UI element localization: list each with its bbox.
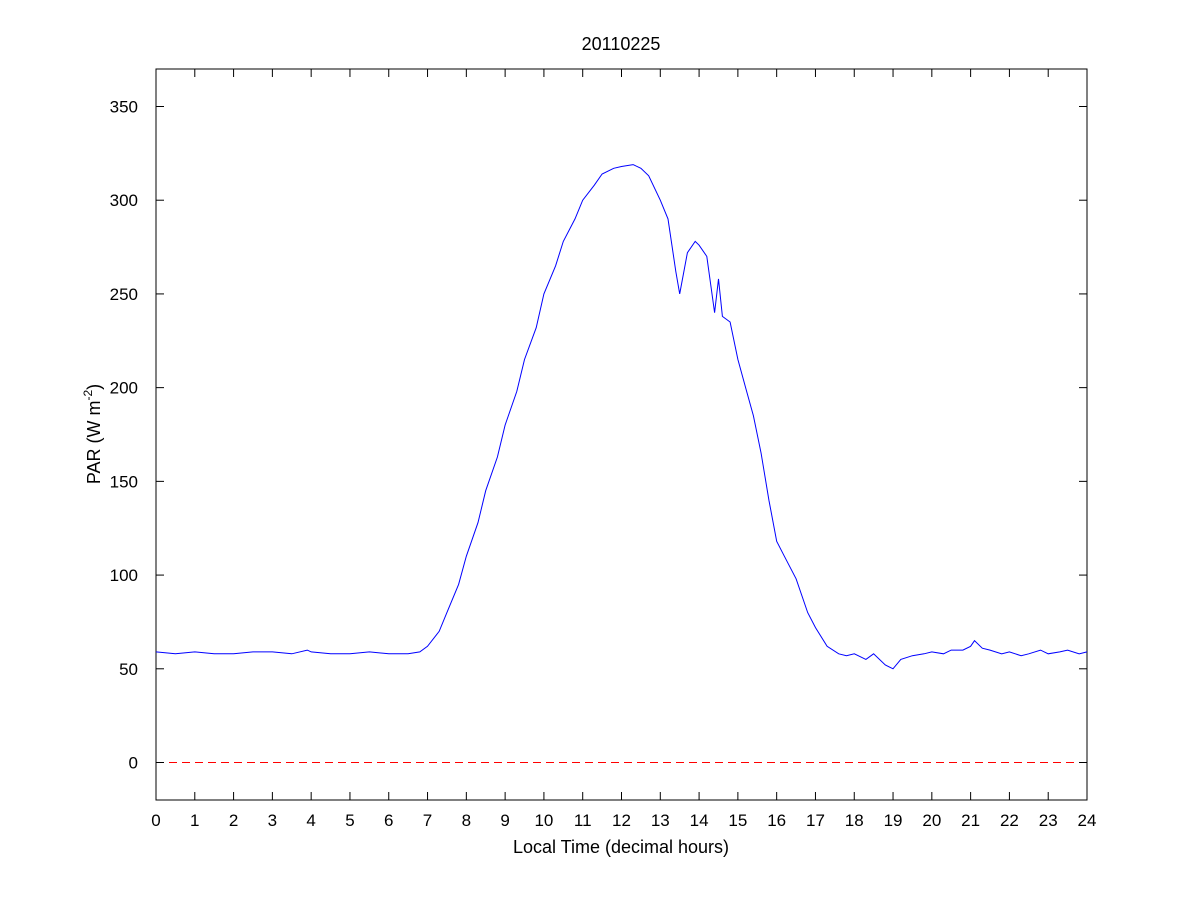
x-tick-label: 17 — [806, 811, 825, 830]
x-tick-label: 4 — [306, 811, 315, 830]
x-tick-label: 0 — [151, 811, 160, 830]
series-line-0 — [155, 164, 1088, 670]
x-tick-label: 5 — [345, 811, 354, 830]
y-tick-label: 350 — [110, 97, 138, 116]
y-tick-label: 250 — [110, 285, 138, 304]
y-axis-label-superscript: -2 — [81, 390, 95, 401]
x-tick-label: 13 — [651, 811, 670, 830]
y-tick-label: 150 — [110, 472, 138, 491]
y-axis-label-close: ) — [84, 384, 104, 390]
x-tick-label: 20 — [922, 811, 941, 830]
y-tick-label: 200 — [110, 379, 138, 398]
x-tick-label: 16 — [767, 811, 786, 830]
y-axis-label-main: PAR (W m — [84, 401, 104, 485]
x-tick-label: 14 — [690, 811, 709, 830]
x-tick-label: 22 — [1000, 811, 1019, 830]
x-tick-label: 6 — [384, 811, 393, 830]
x-tick-label: 7 — [423, 811, 432, 830]
x-tick-label: 23 — [1039, 811, 1058, 830]
x-tick-label: 21 — [961, 811, 980, 830]
y-tick-label: 0 — [129, 754, 138, 773]
x-tick-label: 10 — [534, 811, 553, 830]
x-tick-label: 1 — [190, 811, 199, 830]
y-axis-label: PAR (W m-2) — [81, 384, 104, 484]
y-tick-label: 50 — [119, 660, 138, 679]
plot-area — [155, 68, 1088, 801]
y-tick-label: 100 — [110, 566, 138, 585]
x-tick-label: 11 — [574, 811, 592, 830]
x-tick-label: 3 — [268, 811, 277, 830]
x-tick-label: 2 — [229, 811, 238, 830]
x-tick-label: 18 — [845, 811, 864, 830]
x-tick-label: 19 — [884, 811, 903, 830]
chart-title: 20110225 — [582, 34, 661, 54]
x-tick-label: 12 — [612, 811, 631, 830]
x-axis-label: Local Time (decimal hours) — [513, 837, 729, 857]
ticks-layer: 0 1 2 3 4 5 6 7 8 9 10 11 12 13 14 15 16 17 18 19 20 21 22 23 24… — [110, 69, 1097, 830]
x-tick-label: 9 — [500, 811, 509, 830]
x-tick-label: 24 — [1078, 811, 1097, 830]
x-tick-label: 8 — [462, 811, 471, 830]
y-tick-label: 300 — [110, 191, 138, 210]
x-tick-label: 15 — [728, 811, 747, 830]
series-layer — [155, 164, 1088, 763]
